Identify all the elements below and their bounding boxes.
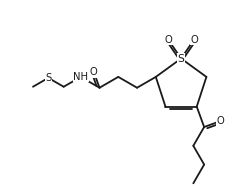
Text: O: O [216,116,224,126]
Text: O: O [90,67,98,77]
Text: S: S [45,73,51,83]
Text: O: O [164,35,172,45]
Text: S: S [178,54,184,64]
Text: NH: NH [73,72,88,82]
Text: O: O [190,35,198,45]
